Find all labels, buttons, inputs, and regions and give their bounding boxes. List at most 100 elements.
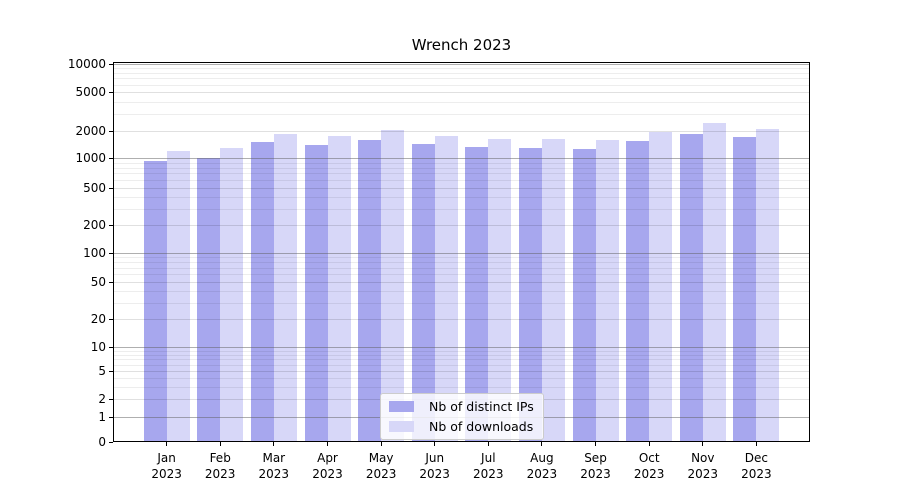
y-tick-mark-5000 xyxy=(109,91,113,93)
y-tick-mark-10 xyxy=(109,346,113,348)
y-tick-label-10: 10 xyxy=(90,340,106,354)
bar-nb-of-distinct-ips-dec xyxy=(733,137,757,442)
gridline-4000 xyxy=(113,101,810,103)
gridline-40 xyxy=(113,291,810,292)
gridline-300 xyxy=(113,208,810,210)
y-tick-mark-5 xyxy=(109,370,113,372)
y-tick-mark-100 xyxy=(109,252,113,254)
y-tick-mark-10000 xyxy=(109,63,113,65)
gridline-7 xyxy=(113,359,810,361)
x-tick-mark-feb xyxy=(219,442,221,446)
bar-nb-of-downloads-dec xyxy=(756,128,780,442)
x-tick-year-apr: 2023 xyxy=(312,467,343,481)
x-tick-label-may: May 2023 xyxy=(349,450,413,482)
x-tick-mark-aug xyxy=(541,442,543,446)
bar-nb-of-distinct-ips-jan xyxy=(143,160,167,442)
gridline-5 xyxy=(113,371,810,372)
gridline-200 xyxy=(113,225,810,226)
gridline-9000 xyxy=(113,68,810,70)
gridline-3000 xyxy=(113,113,810,115)
bar-nb-of-downloads-nov xyxy=(702,123,726,442)
gridline-800 xyxy=(113,167,810,169)
gridline-6 xyxy=(113,364,810,366)
gridline-4 xyxy=(113,377,810,379)
y-tick-label-500: 500 xyxy=(83,181,106,195)
spine-left xyxy=(113,62,114,442)
spine-right xyxy=(809,62,810,442)
y-tick-label-5000: 5000 xyxy=(75,85,106,99)
gridline-500 xyxy=(113,188,810,189)
bar-nb-of-distinct-ips-oct xyxy=(626,141,650,442)
gridline-3 xyxy=(113,386,810,388)
bar-nb-of-downloads-oct xyxy=(649,132,673,442)
y-tick-mark-2 xyxy=(109,398,113,400)
spine-top xyxy=(113,62,810,63)
x-tick-mark-dec xyxy=(755,442,757,446)
bar-nb-of-downloads-may xyxy=(381,129,405,442)
gridline-7000 xyxy=(113,78,810,80)
bar-nb-of-downloads-jan xyxy=(166,150,190,442)
gridline-60 xyxy=(113,274,810,276)
x-tick-year-mar: 2023 xyxy=(258,467,290,481)
bar-nb-of-downloads-mar xyxy=(273,134,297,442)
gridline-80 xyxy=(113,262,810,264)
y-tick-mark-200 xyxy=(109,224,113,226)
y-tick-label-200: 200 xyxy=(83,218,106,232)
y-tick-mark-1000 xyxy=(109,157,113,159)
x-tick-mark-may xyxy=(380,442,382,446)
x-tick-label-dec: Dec 2023 xyxy=(724,450,788,482)
plot-area xyxy=(113,62,810,442)
spine-bottom xyxy=(113,441,810,442)
x-tick-year-feb: 2023 xyxy=(204,467,236,481)
gridline-30 xyxy=(113,302,810,304)
legend-item-distinct-ips: Nb of distinct IPs xyxy=(389,398,534,415)
bar-nb-of-downloads-feb xyxy=(220,148,244,442)
y-tick-mark-20 xyxy=(109,318,113,320)
y-tick-label-10000: 10000 xyxy=(67,57,106,71)
gridline-70 xyxy=(113,267,810,269)
x-tick-year-oct: 2023 xyxy=(633,467,665,481)
bar-nb-of-downloads-jul xyxy=(488,139,512,442)
gridline-10 xyxy=(113,347,810,348)
y-tick-label-2000: 2000 xyxy=(75,124,106,138)
bar-nb-of-distinct-ips-feb xyxy=(197,158,221,442)
bar-nb-of-distinct-ips-may xyxy=(358,139,382,442)
legend-item-downloads: Nb of downloads xyxy=(389,418,534,435)
x-tick-mark-jul xyxy=(487,442,489,446)
y-tick-label-1: 1 xyxy=(98,410,106,424)
bar-nb-of-distinct-ips-aug xyxy=(518,148,542,442)
x-tick-mark-jan xyxy=(166,442,168,446)
gridline-8 xyxy=(113,354,810,356)
gridline-400 xyxy=(113,197,810,198)
gridline-50 xyxy=(113,282,810,283)
gridline-1000 xyxy=(113,158,810,159)
y-tick-label-1000: 1000 xyxy=(75,151,106,165)
bar-nb-of-distinct-ips-jun xyxy=(411,144,435,442)
x-tick-label-nov: Nov 2023 xyxy=(671,450,735,482)
gridline-20 xyxy=(113,319,810,320)
x-tick-year-jul: 2023 xyxy=(473,467,504,481)
x-tick-year-jun: 2023 xyxy=(419,467,450,481)
gridline-10000 xyxy=(113,64,810,65)
legend-swatch-distinct-ips xyxy=(389,401,414,412)
bar-nb-of-downloads-aug xyxy=(541,139,565,442)
gridline-2000 xyxy=(113,131,810,132)
y-tick-mark-2000 xyxy=(109,130,113,132)
x-tick-label-mar: Mar 2023 xyxy=(242,450,306,482)
x-tick-mark-apr xyxy=(327,442,328,446)
x-tick-mark-oct xyxy=(648,442,650,446)
gridline-90 xyxy=(113,257,810,259)
x-tick-year-nov: 2023 xyxy=(687,467,719,481)
legend-label-downloads: Nb of downloads xyxy=(429,418,534,434)
gridline-600 xyxy=(113,180,810,182)
chart-title: Wrench 2023 xyxy=(411,36,512,54)
legend-label-distinct-ips: Nb of distinct IPs xyxy=(429,398,534,414)
y-tick-mark-50 xyxy=(109,281,113,283)
y-tick-mark-1 xyxy=(109,416,113,418)
y-tick-label-5: 5 xyxy=(98,364,106,378)
y-tick-label-20: 20 xyxy=(90,312,106,326)
x-tick-mark-mar xyxy=(273,442,275,446)
x-tick-label-apr: Apr 2023 xyxy=(296,450,360,482)
x-tick-year-aug: 2023 xyxy=(526,467,558,481)
